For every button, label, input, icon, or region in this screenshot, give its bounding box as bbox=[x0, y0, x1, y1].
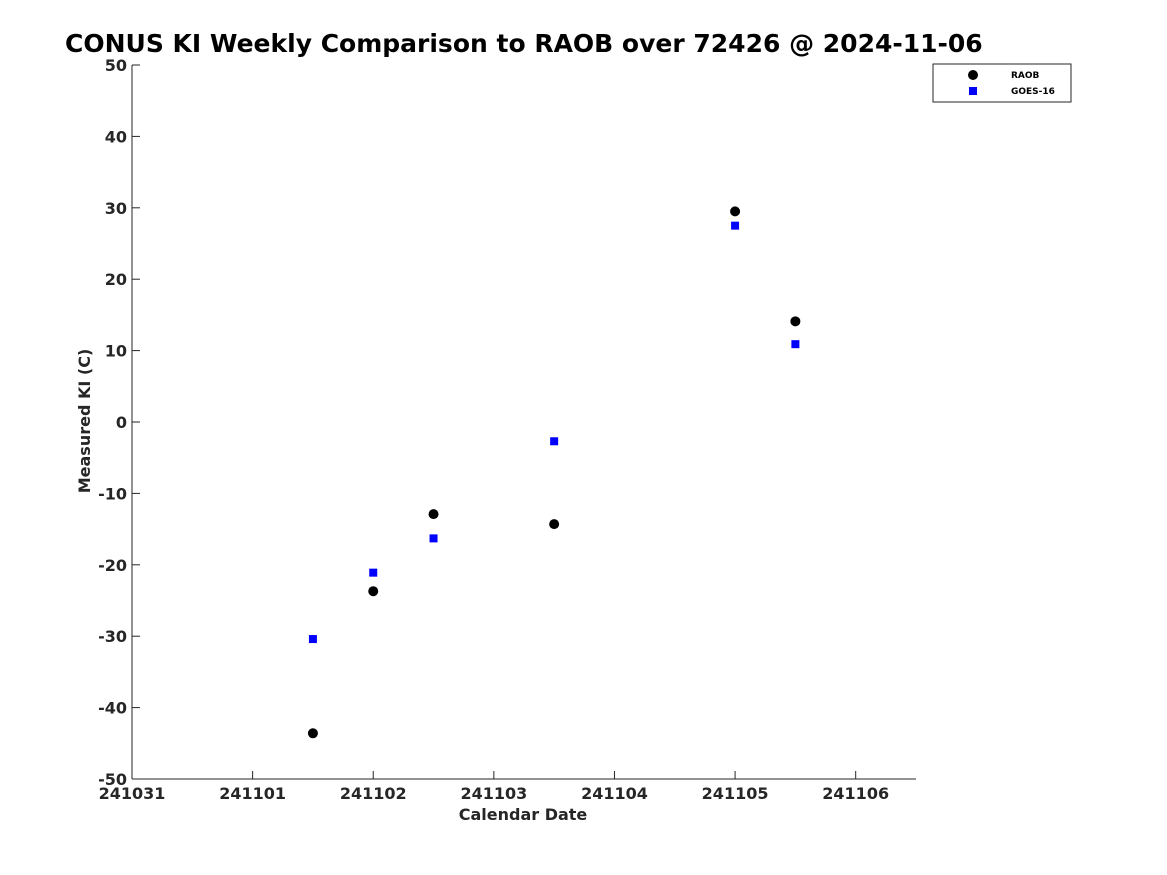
y-tick-label: -10 bbox=[98, 484, 127, 503]
raob-point bbox=[307, 728, 318, 739]
goes16-point bbox=[369, 568, 378, 577]
raob-point bbox=[368, 586, 379, 597]
y-axis-label: Measured KI (C) bbox=[75, 349, 94, 494]
x-tick-label: 241101 bbox=[219, 784, 286, 803]
y-tick-label: 50 bbox=[105, 56, 127, 75]
y-tick-label: 10 bbox=[105, 342, 127, 361]
raob-point bbox=[790, 316, 801, 327]
x-tick-label: 241031 bbox=[99, 784, 166, 803]
legend-label: GOES-16 bbox=[1011, 87, 1055, 97]
y-tick-label: -40 bbox=[98, 699, 127, 718]
legend-box bbox=[932, 63, 1072, 103]
legend-raob-marker bbox=[968, 70, 978, 80]
y-tick-label: 30 bbox=[105, 199, 127, 218]
y-tick-label: 40 bbox=[105, 127, 127, 146]
legend-label: RAOB bbox=[1011, 71, 1040, 81]
y-tick-label: -20 bbox=[98, 556, 127, 575]
data-marks bbox=[307, 206, 801, 739]
legend: RAOB GOES-16 bbox=[932, 63, 1072, 103]
goes16-point bbox=[550, 437, 559, 446]
y-tick-label: -30 bbox=[98, 627, 127, 646]
y-tick-label: 0 bbox=[116, 413, 127, 432]
raob-point bbox=[730, 206, 741, 217]
chart-title: CONUS KI Weekly Comparison to RAOB over … bbox=[65, 29, 983, 58]
raob-point bbox=[428, 509, 439, 520]
goes16-point bbox=[429, 534, 438, 543]
legend-goes16-marker bbox=[969, 87, 977, 95]
goes16-point bbox=[791, 340, 800, 349]
goes16-point bbox=[731, 221, 740, 230]
goes16-point bbox=[308, 635, 317, 644]
x-tick-label: 241106 bbox=[822, 784, 889, 803]
x-tick-label: 241105 bbox=[702, 784, 769, 803]
y-tick-label: 20 bbox=[105, 270, 127, 289]
raob-point bbox=[549, 519, 560, 530]
y-tick-label: -50 bbox=[98, 770, 127, 789]
x-tick-label: 241104 bbox=[581, 784, 648, 803]
x-tick-label: 241103 bbox=[460, 784, 527, 803]
x-axis-label: Calendar Date bbox=[459, 805, 588, 824]
x-tick-label: 241102 bbox=[340, 784, 407, 803]
